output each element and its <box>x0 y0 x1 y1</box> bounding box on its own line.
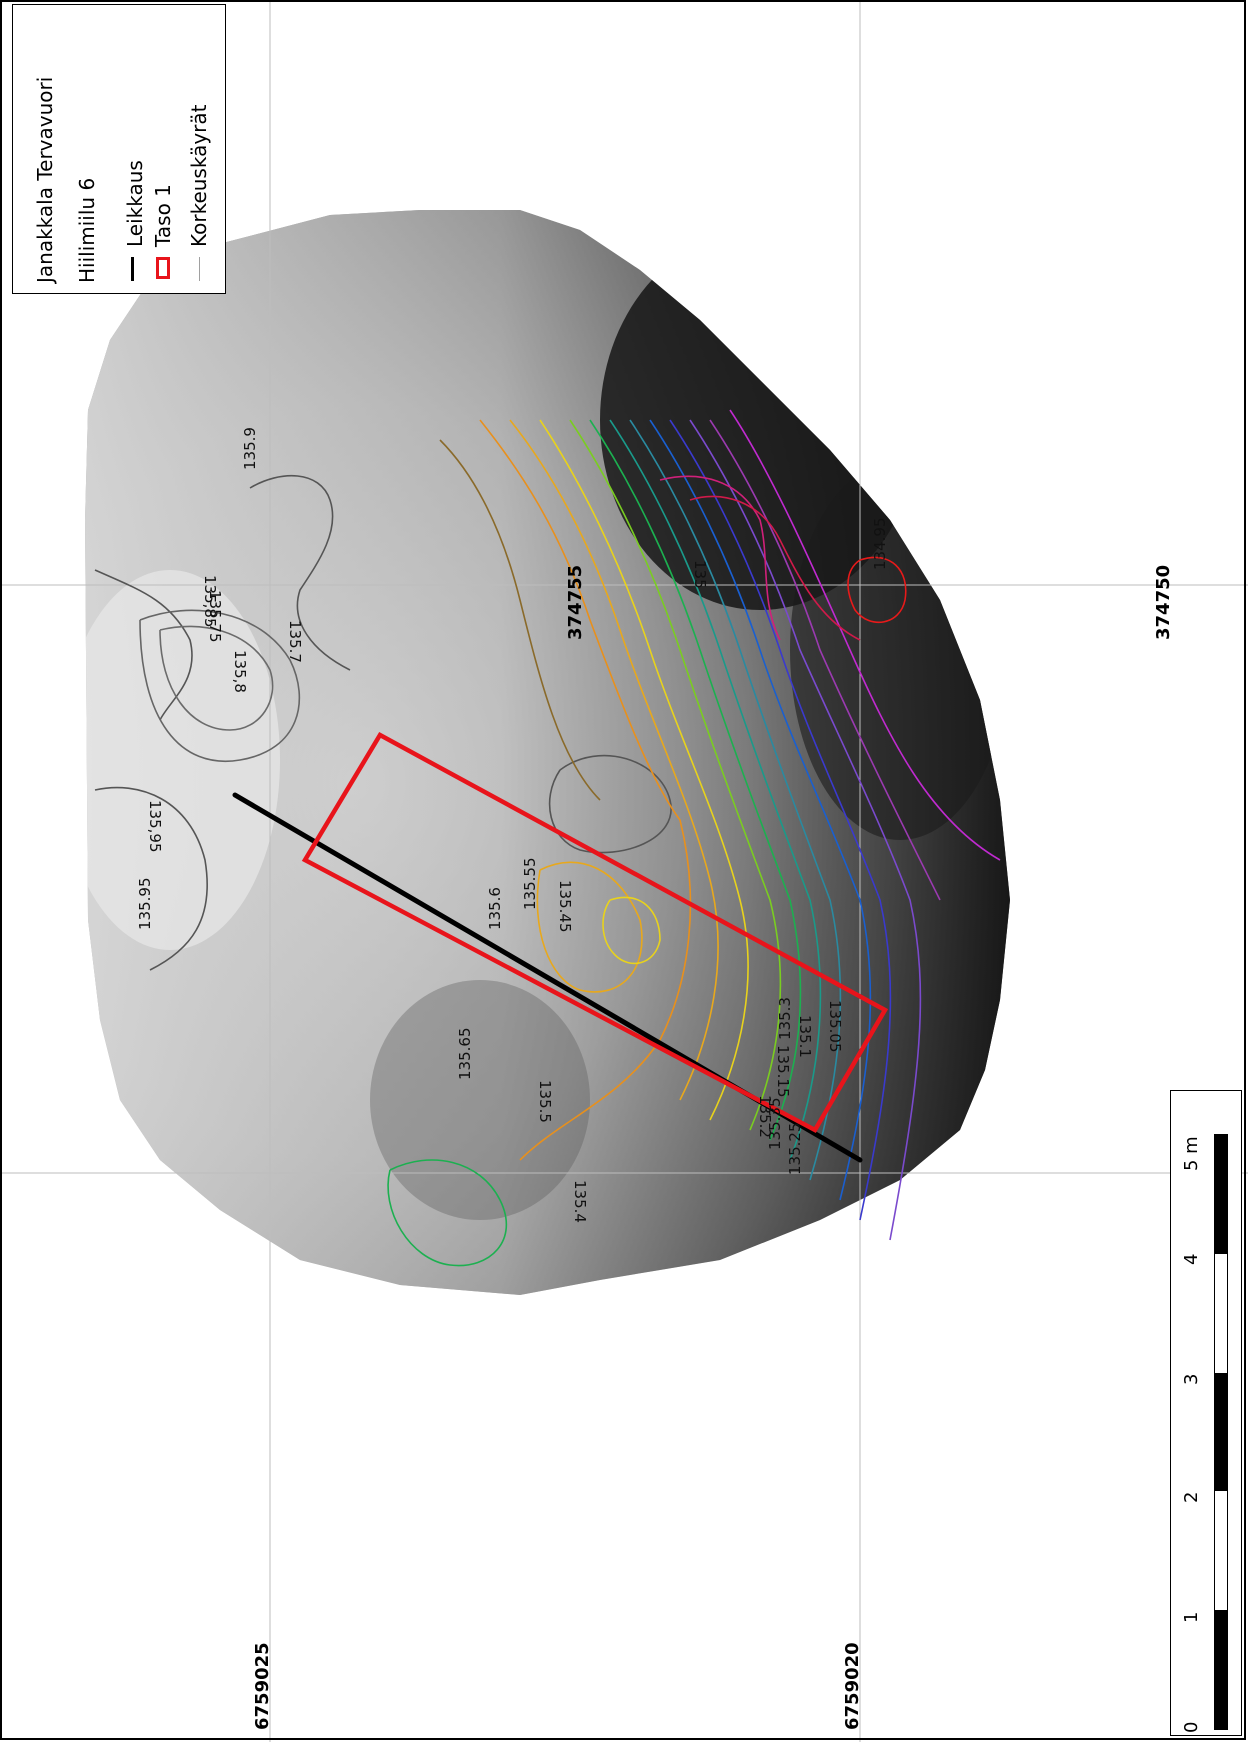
contour-label: 135,75 <box>206 590 224 643</box>
contour-135-25 <box>669 419 892 1221</box>
grid-label-left-6759020: 6759020 <box>842 1642 863 1730</box>
contour-label: 135.7 <box>286 620 304 663</box>
legend-box: Janakkala Tervavuori Hiilimiilu 6 Leikka… <box>12 4 226 294</box>
scale-tick-1: 1 <box>1181 1611 1202 1623</box>
contour-135-45 <box>589 419 802 1141</box>
contour-135-15 <box>709 419 941 901</box>
contour-lines <box>94 409 1001 1267</box>
contour-135-3 <box>649 419 872 1201</box>
contour-label: 135.1 <box>796 1015 814 1058</box>
contour-label: 135.15 <box>774 1045 792 1098</box>
grid-label-top-374750: 374750 <box>1153 564 1174 640</box>
legend-label-taso-1: Taso 1 <box>151 184 175 247</box>
contour-label: 135.2 <box>756 1095 774 1138</box>
legend-symbol-korkeuskayrat <box>199 257 200 281</box>
contour-label: 135.5 <box>536 1080 554 1123</box>
contour-135 <box>689 495 861 641</box>
contour-135-95 <box>94 786 209 971</box>
contour-135-85-b <box>548 754 672 854</box>
legend-subtitle: Hiilimiilu 6 <box>75 177 99 283</box>
contour-label: 135.95 <box>136 878 154 931</box>
contour-135-6 <box>509 419 719 1101</box>
contour-135-1 <box>729 409 1001 861</box>
scale-tick-2: 2 <box>1181 1491 1202 1503</box>
taso-1-polygon[interactable] <box>301 731 889 1133</box>
contour-label: 134.95 <box>871 518 889 571</box>
contour-label: 135.65 <box>456 1028 474 1081</box>
contour-label: 135.35 <box>766 1098 784 1151</box>
contour-label: 135.9 <box>241 427 259 470</box>
contour-135-5 <box>569 419 782 1131</box>
scale-bar-graphic <box>1214 1134 1228 1730</box>
contour-135-7 <box>439 439 601 801</box>
contour-135-55 <box>539 419 749 1121</box>
scale-tick-3: 3 <box>1181 1373 1202 1385</box>
contour-135-9 <box>249 474 351 671</box>
contour-label: 135.4 <box>571 1180 589 1223</box>
grid-label-left-6759025: 6759025 <box>252 1642 273 1730</box>
contour-135-6-loop <box>536 861 643 993</box>
contour-135-2 <box>689 419 922 1241</box>
scale-tick-5m: 5 m <box>1181 1136 1202 1171</box>
contour-134-95 <box>847 556 907 624</box>
contour-label: 135.55 <box>521 858 539 911</box>
contour-label: 135,95 <box>146 800 164 853</box>
contour-labels: 135.9 135,85 135,8 135,75 135.7 135,95 135.95 1… <box>136 427 889 1223</box>
contour-label: 135.05 <box>826 1000 844 1053</box>
scale-bar: 0 1 2 3 4 5 m <box>1170 1090 1242 1736</box>
contour-135-4-loop <box>387 1159 508 1267</box>
grid-label-top-374755: 374755 <box>565 564 586 640</box>
contour-label: 135.6 <box>486 887 504 930</box>
contour-135-65 <box>479 419 692 1161</box>
contour-135-55-loop <box>602 896 661 965</box>
contour-label: 135,8 <box>231 650 249 693</box>
legend-label-korkeuskayrat: Korkeuskäyrät <box>187 104 211 248</box>
contour-135-05 <box>659 475 781 641</box>
legend-title: Janakkala Tervavuori <box>33 76 57 283</box>
contour-label: 135.25 <box>786 1123 804 1176</box>
legend-symbol-leikkaus <box>131 257 134 281</box>
legend-symbol-taso-1 <box>156 257 170 279</box>
contour-135-35 <box>629 419 842 1181</box>
contour-label: 135,85 <box>201 575 219 628</box>
legend-label-leikkaus: Leikkaus <box>123 160 147 247</box>
scale-tick-4: 4 <box>1181 1253 1202 1265</box>
scale-tick-0: 0 <box>1181 1721 1202 1733</box>
contour-135-75 <box>159 625 274 731</box>
contour-label: 135 <box>691 560 709 589</box>
contour-135-85-a <box>94 569 193 721</box>
contour-135-4 <box>609 419 822 1161</box>
contour-label: 135.3 <box>776 997 794 1040</box>
contour-135-8 <box>139 609 301 763</box>
contour-label: 135.45 <box>556 880 574 933</box>
